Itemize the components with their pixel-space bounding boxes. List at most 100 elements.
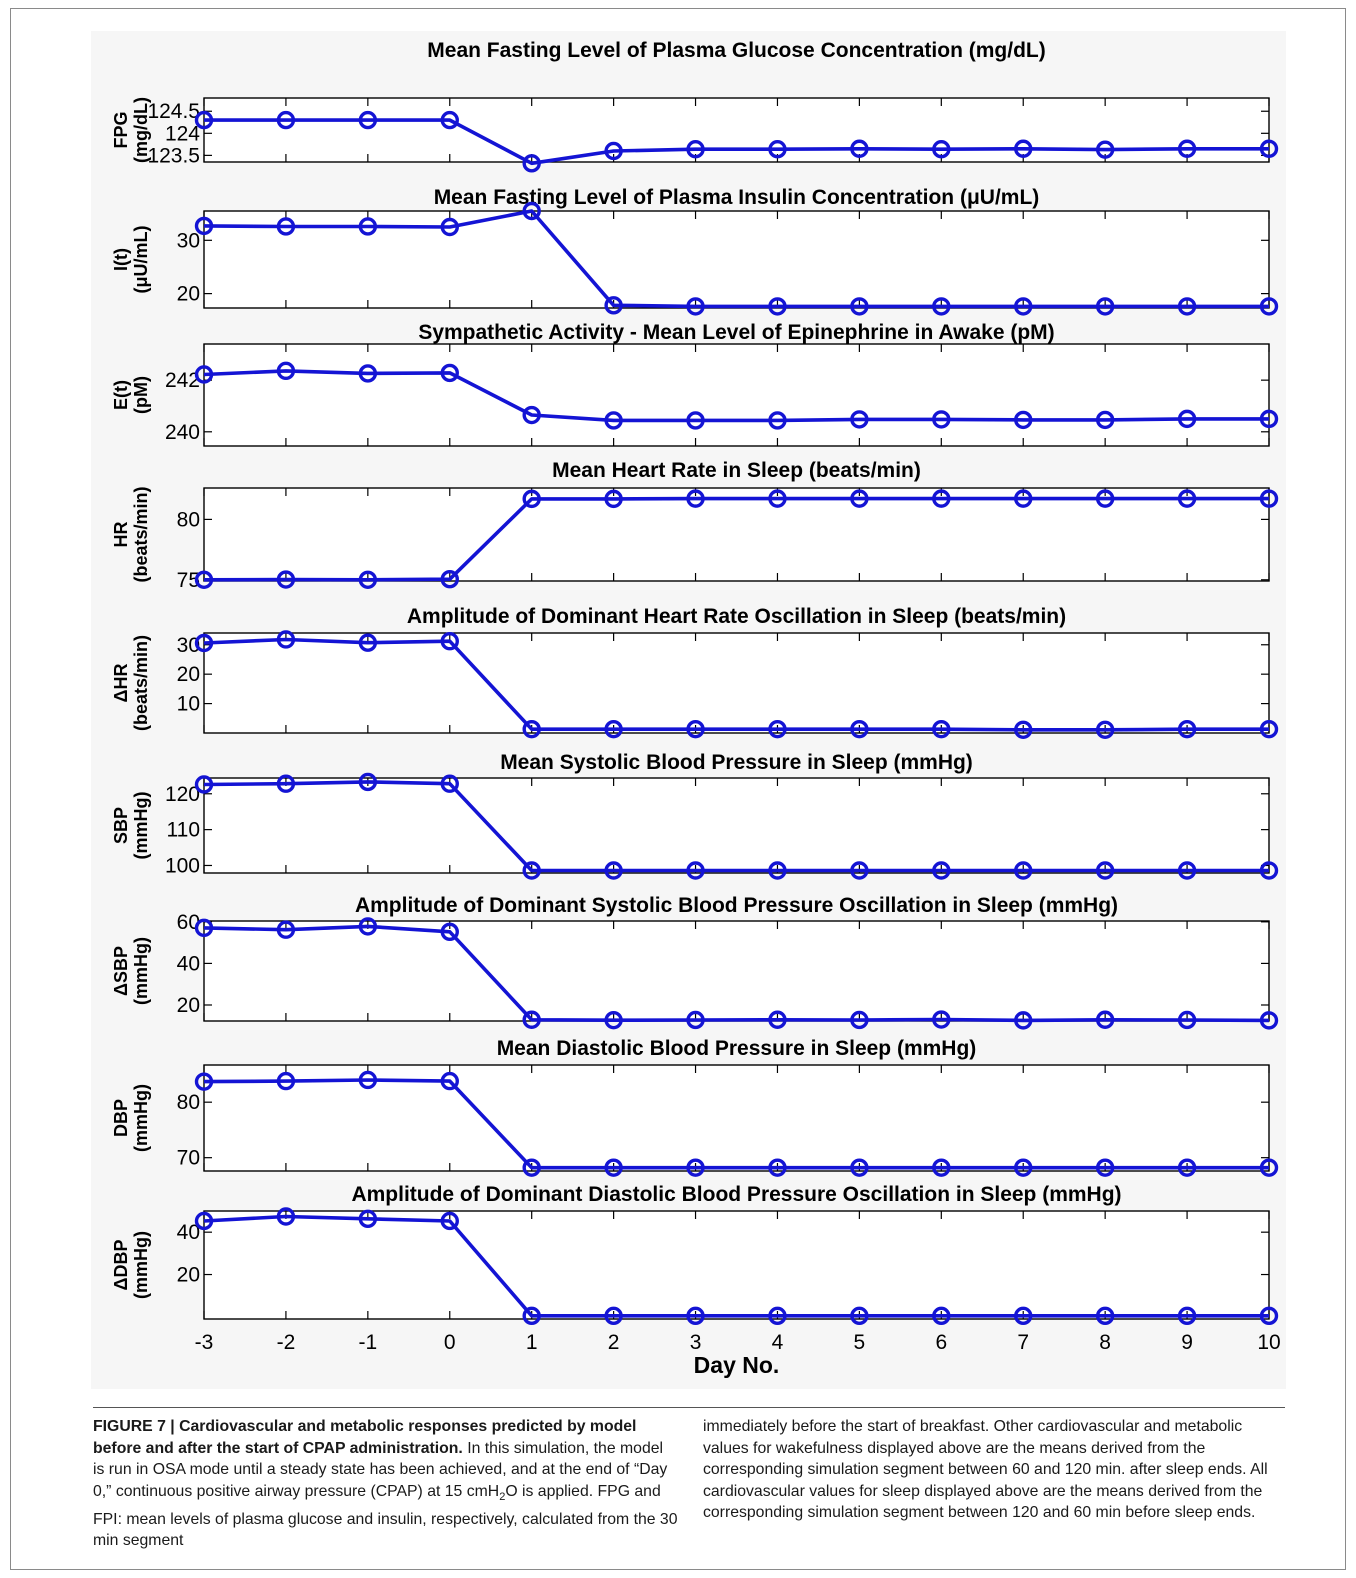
caption-subscript: 2 bbox=[499, 1490, 506, 1503]
data-point bbox=[1014, 297, 1033, 316]
y-tick-label: 30 bbox=[177, 229, 200, 252]
x-tick-label: 0 bbox=[444, 1331, 456, 1354]
data-point bbox=[522, 405, 541, 425]
y-tick-label: 70 bbox=[177, 1147, 200, 1170]
y-tick-label: 20 bbox=[177, 1264, 200, 1287]
data-point bbox=[1177, 409, 1197, 429]
data-point bbox=[440, 632, 459, 651]
panel-title: Mean Heart Rate in Sleep (beats/min) bbox=[552, 459, 921, 482]
panel-title: Amplitude of Dominant Systolic Blood Pre… bbox=[355, 894, 1118, 917]
data-point bbox=[358, 772, 378, 792]
data-point bbox=[194, 918, 214, 938]
series-line bbox=[203, 1214, 1269, 1318]
y-tick-label: 80 bbox=[177, 508, 200, 531]
data-point bbox=[604, 719, 623, 739]
data-point bbox=[850, 861, 869, 880]
x-tick-label: 1 bbox=[526, 1331, 538, 1354]
data-point bbox=[276, 361, 296, 381]
panel-title: Mean Systolic Blood Pressure in Sleep (m… bbox=[500, 751, 973, 774]
plot-box bbox=[203, 920, 1270, 1022]
data-point bbox=[768, 297, 787, 316]
data-point bbox=[1014, 489, 1033, 508]
y-tick-label: 40 bbox=[177, 952, 200, 975]
y-tick-label: 242 bbox=[165, 369, 200, 392]
y-axis-unit-label: (beats/min) bbox=[131, 486, 151, 582]
y-tick-label: 10 bbox=[177, 693, 200, 716]
data-point bbox=[1177, 861, 1197, 880]
plot-box bbox=[203, 343, 1270, 447]
y-tick-label: 75 bbox=[177, 569, 200, 592]
y-tick-label: 20 bbox=[177, 283, 200, 306]
y-tick-label: 123.5 bbox=[147, 144, 200, 167]
data-point bbox=[276, 1071, 296, 1091]
data-point bbox=[1095, 489, 1115, 508]
y-tick-label: 80 bbox=[177, 1091, 200, 1114]
data-point bbox=[604, 489, 623, 509]
caption-text: In this simulation, the model is run in … bbox=[93, 1439, 668, 1500]
panel-title: Amplitude of Dominant Diastolic Blood Pr… bbox=[351, 1183, 1121, 1206]
figure-frame: Mean Fasting Level of Plasma Glucose Con… bbox=[10, 8, 1346, 1570]
data-point bbox=[1259, 1011, 1279, 1030]
x-tick-label: 8 bbox=[1099, 1331, 1111, 1354]
y-tick-label: 240 bbox=[165, 421, 200, 444]
data-point bbox=[1014, 1306, 1033, 1326]
data-point bbox=[1095, 410, 1115, 430]
data-point bbox=[358, 364, 378, 383]
y-tick-label: 110 bbox=[167, 819, 200, 842]
data-point bbox=[850, 1306, 869, 1326]
data-point bbox=[440, 110, 459, 130]
data-point bbox=[604, 1306, 623, 1326]
data-point bbox=[1095, 297, 1115, 316]
figure-area: Mean Fasting Level of Plasma Glucose Con… bbox=[91, 31, 1286, 1389]
data-point bbox=[1177, 297, 1197, 316]
x-tick-label: 7 bbox=[1017, 1331, 1029, 1354]
data-point bbox=[932, 861, 951, 880]
data-point bbox=[1259, 297, 1279, 316]
data-point bbox=[686, 489, 705, 508]
series-line bbox=[203, 369, 1269, 423]
data-point bbox=[440, 217, 459, 237]
data-point bbox=[358, 217, 378, 236]
figure-label: FIGURE 7 | bbox=[93, 1418, 175, 1435]
plot-box bbox=[203, 1210, 1270, 1320]
plot-box bbox=[203, 487, 1270, 582]
plot-box bbox=[203, 632, 1270, 734]
data-point bbox=[440, 569, 459, 589]
data-point bbox=[768, 411, 787, 430]
data-point bbox=[1177, 719, 1197, 739]
data-point bbox=[440, 774, 459, 793]
panel-6: Mean Systolic Blood Pressure in Sleep (m… bbox=[111, 751, 1279, 880]
y-tick-label: 30 bbox=[177, 634, 200, 657]
x-tick-label: 10 bbox=[1257, 1331, 1280, 1354]
data-point bbox=[440, 1211, 459, 1231]
data-point bbox=[850, 1010, 869, 1030]
x-tick-label: 5 bbox=[854, 1331, 866, 1354]
y-axis-unit-label: (mmHg) bbox=[131, 937, 151, 1005]
data-point bbox=[440, 922, 459, 942]
data-point bbox=[1095, 861, 1115, 880]
data-point bbox=[604, 1158, 623, 1177]
data-point bbox=[522, 1306, 541, 1326]
data-point bbox=[358, 570, 378, 589]
data-point bbox=[194, 216, 214, 236]
data-point bbox=[768, 489, 787, 508]
panel-4: Mean Heart Rate in Sleep (beats/min) 75 80… bbox=[111, 459, 1279, 592]
data-point bbox=[1095, 1158, 1115, 1177]
y-axis-label: SBP bbox=[111, 807, 131, 844]
data-point bbox=[276, 920, 296, 939]
plot-box bbox=[203, 1064, 1270, 1172]
data-point bbox=[276, 217, 296, 236]
y-axis-unit-label: (μU/mL) bbox=[131, 225, 151, 293]
y-axis-unit-label: (beats/min) bbox=[131, 635, 151, 731]
y-tick-label: 20 bbox=[177, 994, 200, 1017]
data-point bbox=[932, 1158, 951, 1177]
data-point bbox=[1014, 1011, 1033, 1030]
data-point bbox=[686, 139, 705, 159]
data-point bbox=[276, 774, 296, 793]
data-point bbox=[522, 861, 541, 880]
y-axis-label: ΔHR bbox=[111, 664, 131, 703]
data-point bbox=[1177, 1010, 1197, 1030]
panel-3: Sympathetic Activity - Mean Level of Epi… bbox=[111, 321, 1279, 447]
data-point bbox=[358, 1209, 378, 1229]
data-point bbox=[522, 1010, 541, 1029]
